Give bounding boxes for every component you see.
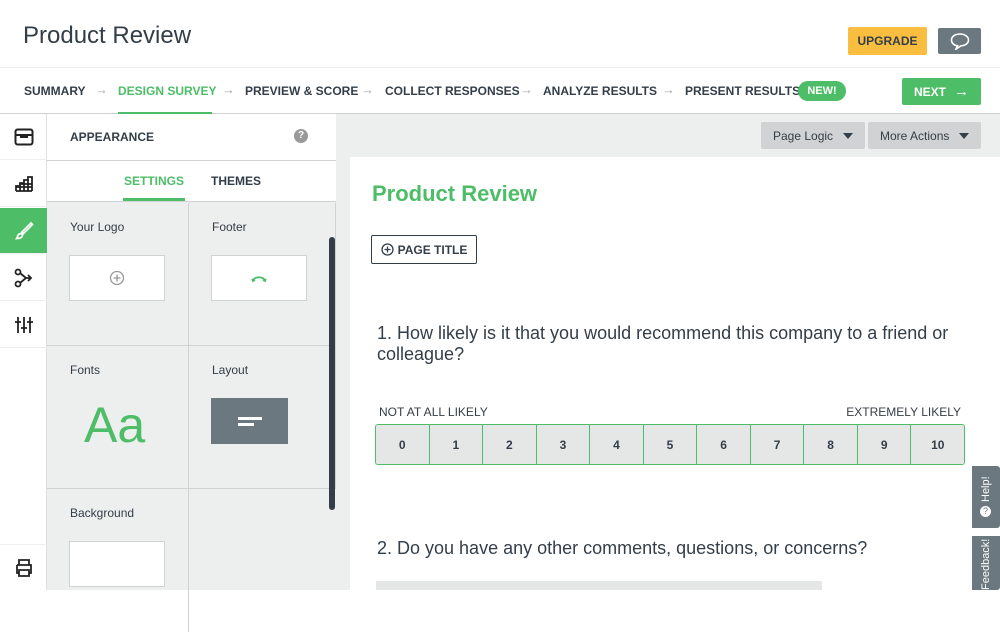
panel-scrollbar[interactable] xyxy=(329,237,335,510)
fonts-cell[interactable]: Fonts Aa xyxy=(47,346,189,489)
step-preview-score[interactable]: PREVIEW & SCORE xyxy=(245,84,359,98)
active-tab-underline xyxy=(123,198,185,201)
help-tab[interactable]: ? Help! xyxy=(972,466,1000,528)
footer-button[interactable] xyxy=(211,255,307,301)
fonts-label: Fonts xyxy=(70,363,101,377)
rail-builder[interactable] xyxy=(0,161,47,207)
layout-thumbnail xyxy=(211,398,288,444)
help-icon[interactable]: ? xyxy=(294,129,308,143)
background-color-swatch[interactable] xyxy=(69,541,165,587)
scale-option-1[interactable]: 1 xyxy=(429,425,484,464)
background-label: Background xyxy=(70,506,135,520)
scale-option-10[interactable]: 10 xyxy=(911,425,964,464)
rail-options[interactable] xyxy=(0,302,47,348)
step-present-results[interactable]: PRESENT RESULTS xyxy=(685,84,801,98)
scale-option-8[interactable]: 8 xyxy=(804,425,858,464)
page-logic-label: Page Logic xyxy=(773,128,834,143)
fonts-sample: Aa xyxy=(84,397,146,453)
scale-option-4[interactable]: 4 xyxy=(590,425,644,464)
sliders-icon xyxy=(14,316,33,333)
add-logo-button[interactable] xyxy=(69,255,165,301)
background-cell: Background xyxy=(47,489,189,632)
rail-logic[interactable] xyxy=(0,255,47,301)
step-nav: SUMMARY → DESIGN SURVEY → PREVIEW & SCOR… xyxy=(0,67,1000,115)
tab-settings[interactable]: SETTINGS xyxy=(124,174,185,188)
logo-cell: Your Logo xyxy=(47,203,189,346)
footer-cell: Footer xyxy=(189,203,336,346)
step-analyze-results[interactable]: ANALYZE RESULTS xyxy=(543,84,658,98)
help-circle-icon: ? xyxy=(980,506,992,518)
arrow-right-icon: → xyxy=(361,82,374,97)
caret-down-icon xyxy=(843,132,854,139)
active-step-underline xyxy=(118,112,212,115)
step-collect-responses[interactable]: COLLECT RESPONSES xyxy=(385,84,520,98)
plus-circle-icon xyxy=(380,243,394,256)
low-label: NOT AT ALL LIKELY xyxy=(379,405,488,419)
panel-title: APPEARANCE xyxy=(70,130,155,144)
tab-themes[interactable]: THEMES xyxy=(211,174,262,188)
scale-option-5[interactable]: 5 xyxy=(643,425,698,464)
survey-title[interactable]: Product Review xyxy=(372,181,538,206)
rail-appearance[interactable] xyxy=(0,208,47,254)
page-title-button[interactable]: PAGE TITLE xyxy=(371,235,477,264)
step-design-survey[interactable]: DESIGN SURVEY xyxy=(118,84,217,98)
speech-bubble-icon xyxy=(950,32,969,50)
branch-logic-icon xyxy=(14,268,32,287)
arrow-right-icon: → xyxy=(520,82,533,97)
divider xyxy=(336,114,350,590)
more-actions-label: More Actions xyxy=(880,128,950,143)
printer-icon xyxy=(15,558,32,577)
caret-down-icon xyxy=(959,132,970,139)
high-label: EXTREMELY LIKELY xyxy=(846,405,961,419)
rail-print[interactable] xyxy=(0,544,47,590)
layout-cell[interactable]: Layout xyxy=(189,346,336,489)
canvas-toolbar: Page Logic More Actions xyxy=(350,114,1000,157)
feedback-label: Feedback! xyxy=(980,538,992,590)
scale-option-3[interactable]: 3 xyxy=(536,425,591,464)
scale-option-0[interactable]: 0 xyxy=(376,425,430,464)
page-title: Product Review xyxy=(23,22,192,49)
new-badge: NEW! xyxy=(798,81,846,101)
scale-option-2[interactable]: 2 xyxy=(483,425,537,464)
more-actions-button[interactable]: More Actions xyxy=(868,122,982,149)
chat-button[interactable] xyxy=(938,28,981,54)
scale-option-6[interactable]: 6 xyxy=(697,425,751,464)
appearance-panel: APPEARANCE? SETTINGS THEMES Your Logo Fo… xyxy=(47,114,336,632)
next-button[interactable]: NEXT → xyxy=(902,78,981,105)
layout-label: Layout xyxy=(212,363,249,377)
rail-question-bank[interactable] xyxy=(0,114,47,160)
nps-scale: 0 1 2 3 4 5 6 7 8 9 10 xyxy=(375,424,965,465)
arrow-right-icon: → xyxy=(95,82,108,97)
logo-label: Your Logo xyxy=(70,220,125,234)
question-2-text[interactable]: 2. Do you have any other comments, quest… xyxy=(377,538,868,558)
arrow-right-icon: → xyxy=(222,82,235,97)
paintbrush-icon xyxy=(14,221,34,239)
arrow-right-icon: → xyxy=(662,82,675,97)
arrow-right-icon: → xyxy=(954,83,969,100)
feedback-tab[interactable]: Feedback! xyxy=(972,536,1000,590)
page-logic-button[interactable]: Page Logic xyxy=(761,122,866,149)
blocks-icon xyxy=(14,175,33,192)
plus-circle-icon xyxy=(109,270,125,286)
question-1-text[interactable]: 1. How likely is it that you would recom… xyxy=(377,323,949,364)
step-summary[interactable]: SUMMARY xyxy=(24,84,86,98)
scale-option-7[interactable]: 7 xyxy=(750,425,805,464)
footer-label: Footer xyxy=(212,220,247,234)
tool-rail xyxy=(0,114,47,590)
help-label: Help! xyxy=(980,476,992,503)
comment-textarea[interactable] xyxy=(376,581,822,590)
scale-option-9[interactable]: 9 xyxy=(857,425,912,464)
footer-logo-icon xyxy=(251,276,267,283)
page-title-label: PAGE TITLE xyxy=(397,242,468,257)
upgrade-button[interactable]: UPGRADE xyxy=(848,27,927,55)
tray-icon xyxy=(14,128,33,145)
next-label: NEXT xyxy=(913,84,946,99)
